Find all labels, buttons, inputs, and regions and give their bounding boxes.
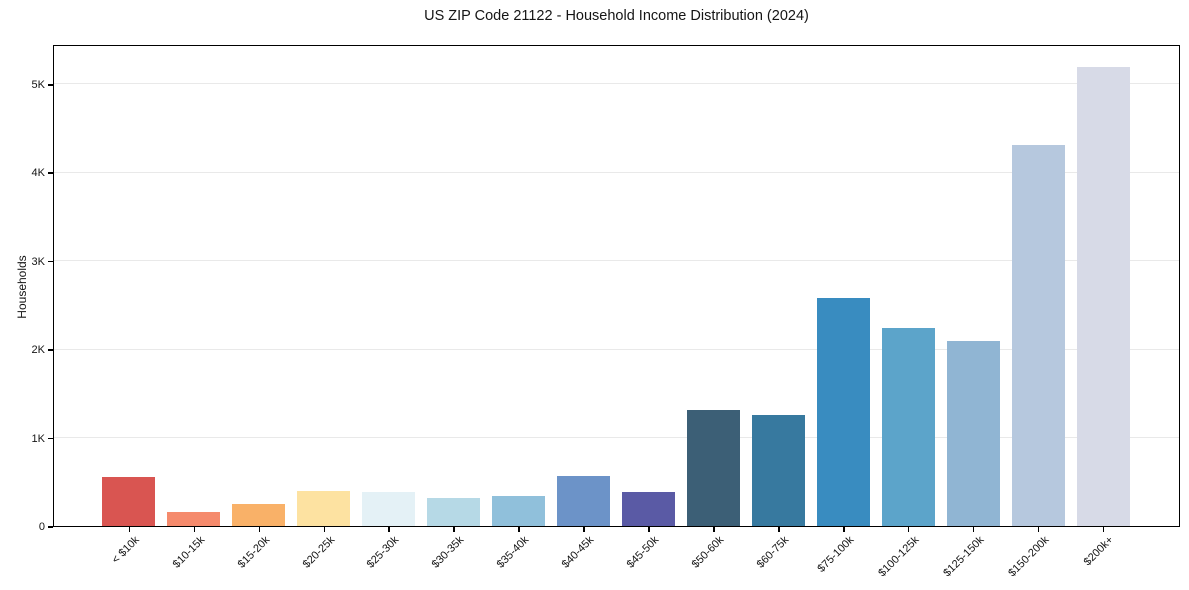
x-tick-label: $20-25k — [300, 534, 337, 571]
bar-12 — [816, 297, 870, 526]
y-tick-label: 2K — [31, 344, 45, 357]
x-tick-mark — [907, 527, 910, 532]
gridline-3k — [54, 260, 1179, 262]
bar-13 — [881, 327, 935, 526]
y-tick-label: 5K — [31, 78, 45, 91]
bar-9 — [621, 491, 675, 526]
gridline-5k — [54, 83, 1179, 85]
x-tick-label: $10-15k — [170, 534, 207, 571]
gridline-2k — [54, 348, 1179, 350]
bar-7 — [492, 495, 546, 526]
x-tick-label: $40-45k — [559, 534, 597, 571]
x-tick-label: $30-35k — [430, 534, 467, 571]
x-tick-label: $100-125k — [875, 534, 922, 580]
x-tick-mark — [388, 527, 390, 532]
x-tick-label: $15-20k — [235, 534, 272, 571]
x-tick-label: $75-100k — [815, 534, 857, 575]
x-tick-mark — [518, 527, 520, 532]
plot-area — [53, 45, 1180, 527]
bar-15 — [1011, 144, 1065, 526]
x-tick-mark — [1102, 527, 1105, 532]
x-tick-label: $50-60k — [689, 534, 727, 571]
bar-4 — [297, 490, 351, 526]
x-tick-label: $150-200k — [1005, 534, 1052, 580]
y-tick-mark — [48, 260, 53, 263]
x-tick-mark — [193, 527, 196, 532]
y-tick-mark — [48, 84, 53, 86]
bar-5 — [362, 491, 416, 526]
bar-10 — [686, 410, 740, 526]
bar-2 — [167, 511, 221, 526]
x-tick-mark — [453, 527, 455, 532]
x-tick-label: $35-40k — [494, 534, 532, 571]
bar-11 — [751, 415, 805, 526]
x-tick-label: $25-30k — [365, 534, 402, 571]
x-tick-label: $125-150k — [940, 534, 987, 580]
x-tick-mark — [583, 527, 585, 532]
x-tick-mark — [972, 527, 975, 532]
y-tick-label: 0 — [38, 521, 45, 533]
y-tick-mark — [48, 437, 53, 440]
x-tick-label: $45-50k — [624, 534, 662, 571]
y-tick-mark — [48, 172, 53, 174]
x-tick-mark — [128, 527, 131, 532]
y-tick-label: 4K — [31, 167, 45, 180]
y-tick-label: 1K — [31, 432, 45, 445]
bar-8 — [557, 475, 611, 526]
bar-1 — [102, 477, 156, 526]
bar-16 — [1076, 67, 1130, 526]
x-tick-mark — [323, 527, 326, 532]
x-tick-mark — [778, 527, 780, 532]
x-tick-mark — [648, 527, 650, 532]
x-tick-mark — [258, 527, 261, 532]
y-tick-label: 3K — [31, 255, 45, 268]
y-tick-mark — [48, 349, 53, 351]
gridline-4k — [54, 171, 1179, 173]
y-tick-mark — [48, 526, 53, 528]
x-tick-label: < $10k — [109, 534, 142, 567]
gridline-1k — [54, 437, 1179, 439]
x-tick-mark — [843, 527, 845, 532]
chart-title: US ZIP Code 21122 - Household Income Dis… — [424, 8, 809, 24]
bar-3 — [232, 504, 286, 526]
bar-6 — [427, 497, 481, 526]
x-tick-mark — [1037, 527, 1040, 532]
x-tick-label: $200k+ — [1081, 534, 1117, 569]
y-axis-label: Households — [15, 255, 29, 319]
x-tick-label: $60-75k — [754, 534, 792, 571]
bar-14 — [946, 341, 1000, 526]
x-tick-mark — [713, 527, 715, 532]
